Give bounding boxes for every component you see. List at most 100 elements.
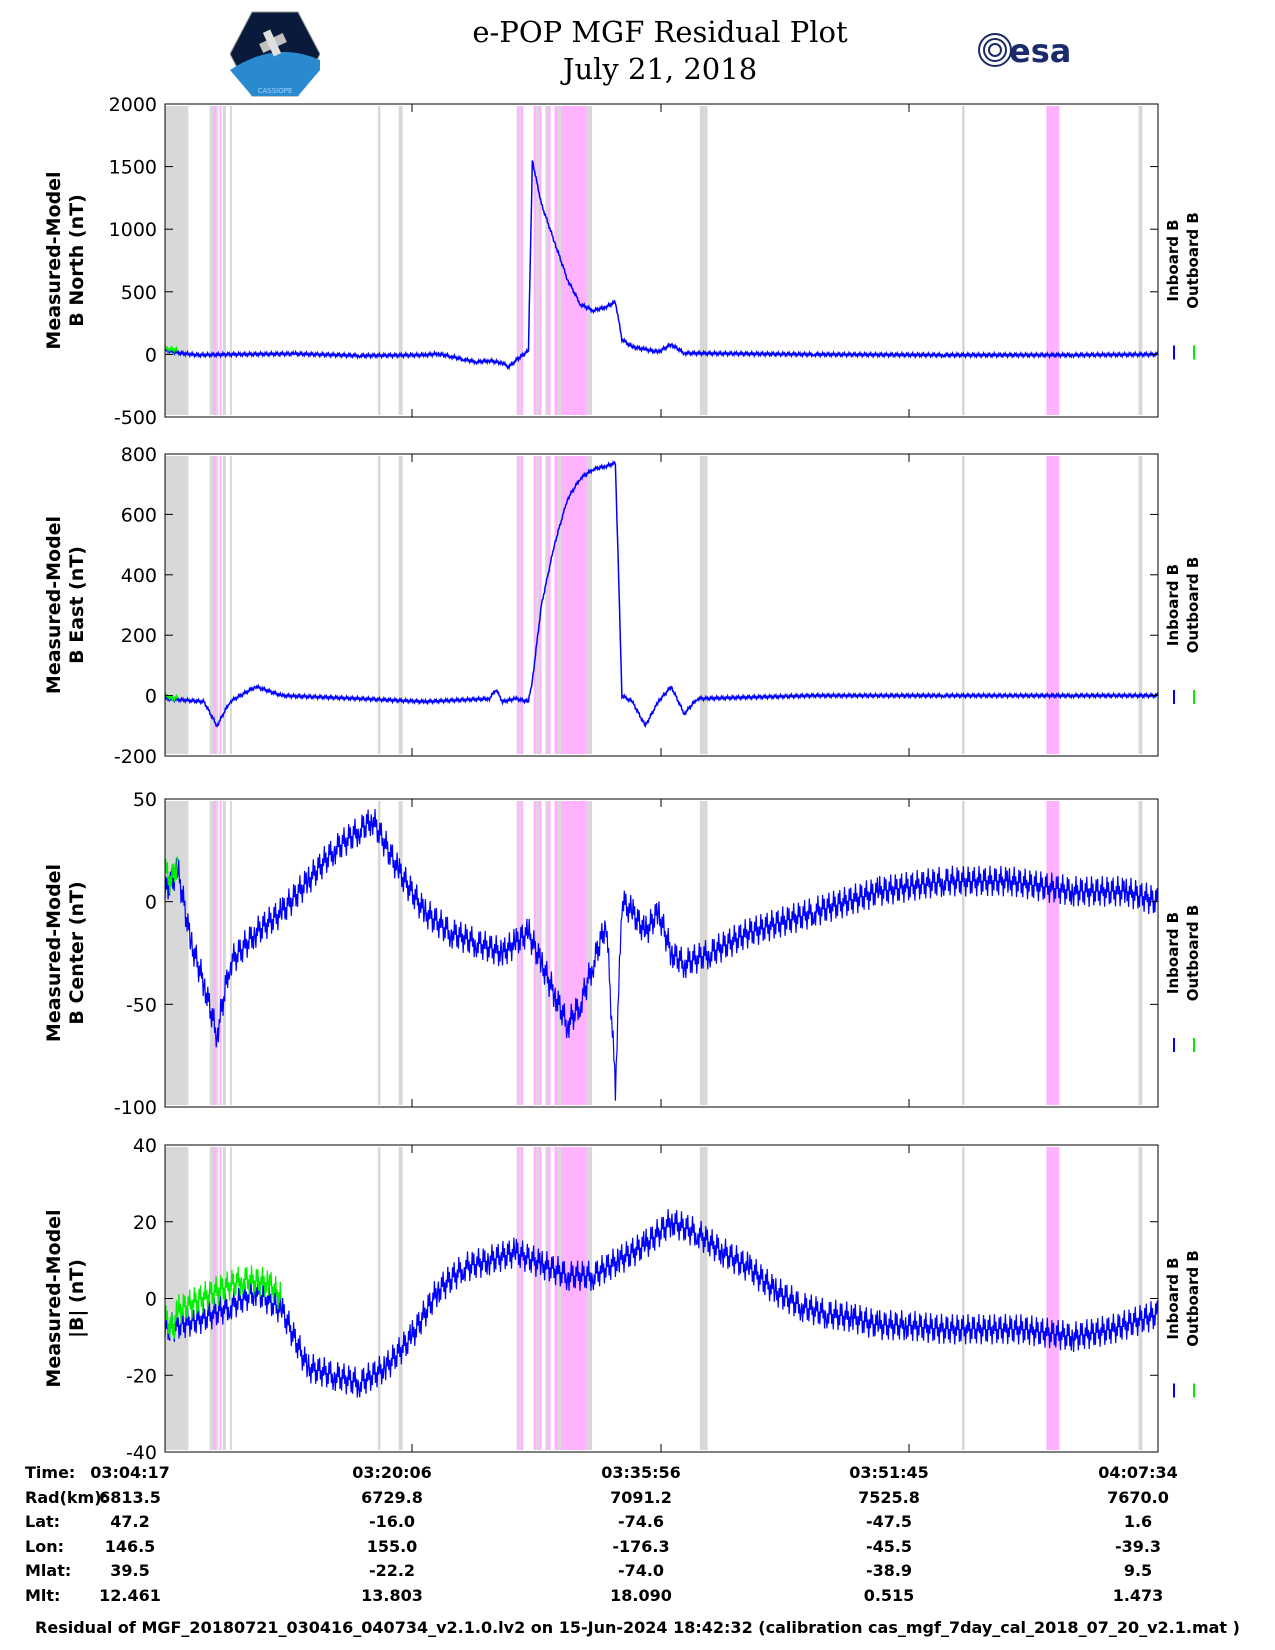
y-tick-label: -50 <box>126 994 157 1016</box>
gray-band <box>961 106 965 415</box>
info-row: Rad(km): 6813.5 6729.8 7091.2 7525.8 7670.0 <box>20 1488 1200 1513</box>
info-row-label: Lon: <box>25 1536 64 1556</box>
magenta-band <box>1046 1147 1060 1450</box>
gray-band <box>557 456 561 754</box>
info-cell: 0.515 <box>863 1585 915 1605</box>
info-row-label: Rad(km): <box>25 1487 108 1507</box>
magenta-band <box>213 456 217 754</box>
magenta-band <box>520 1147 524 1450</box>
info-cell: 6729.8 <box>361 1487 423 1507</box>
y-axis-label: Measured-Model|B| (nT) <box>43 1209 88 1387</box>
y-tick-label: -200 <box>114 746 157 768</box>
gray-band <box>377 106 381 415</box>
info-cell: 155.0 <box>366 1536 418 1556</box>
legend-outboard-label: Outboard B <box>1184 212 1202 309</box>
gray-band <box>229 456 232 754</box>
magenta-band <box>560 801 587 1105</box>
gray-band <box>209 106 214 415</box>
y-axis-label-line2: B North (nT) <box>66 194 88 327</box>
info-row: Mlat: 39.5 -22.2 -74.0 -38.9 9.5 <box>20 1561 1200 1586</box>
gray-band <box>518 456 521 754</box>
info-cell: -74.6 <box>617 1512 665 1531</box>
gray-band <box>699 106 708 415</box>
orbit-info-table: Time: 03:04:17 03:20:06 03:35:56 03:51:45 04:… <box>20 1463 1200 1610</box>
info-row: Mlt: 12.461 13.803 18.090 0.515 1.473 <box>20 1586 1200 1611</box>
y-tick-label: 500 <box>121 282 157 304</box>
info-row-label: Mlat: <box>25 1561 72 1580</box>
gray-band <box>398 801 403 1105</box>
y-axis-label: Measured-ModelB East (nT) <box>43 516 88 694</box>
magenta-band <box>516 1147 519 1450</box>
plot-frame <box>164 1144 1159 1453</box>
y-tick-label: -500 <box>114 407 157 429</box>
info-cell: 39.5 <box>110 1561 150 1580</box>
gray-band <box>961 1147 965 1450</box>
magenta-band <box>533 1147 537 1450</box>
info-cell: 47.2 <box>110 1512 150 1531</box>
series-inboard-line <box>164 459 1159 728</box>
info-cell: -39.3 <box>1114 1536 1162 1556</box>
y-axis-label: Measured-ModelB Center (nT) <box>43 864 88 1042</box>
magenta-band <box>213 801 217 1105</box>
gray-band <box>518 106 521 415</box>
info-cell: 13.803 <box>361 1585 423 1605</box>
cassiope-logo: CASSIOPE <box>229 10 321 102</box>
legend-outboard-label: Outboard B <box>1184 1250 1202 1347</box>
magenta-band <box>1046 801 1060 1105</box>
magenta-band <box>516 456 519 754</box>
y-tick-label: -20 <box>126 1365 157 1387</box>
y-tick-label: 0 <box>145 1289 157 1311</box>
magenta-band <box>547 801 551 1105</box>
gray-band <box>545 456 548 754</box>
info-cell: -176.3 <box>612 1536 670 1556</box>
y-tick-label: 0 <box>145 686 157 708</box>
magenta-band <box>516 106 519 415</box>
info-row-label: Mlt: <box>25 1585 61 1605</box>
magenta-band <box>554 1147 558 1450</box>
series-outboard-line <box>164 1265 283 1339</box>
info-cell: 12.461 <box>99 1585 161 1605</box>
series-inboard-line <box>164 808 1159 1101</box>
gray-band <box>1138 801 1143 1105</box>
info-cell: 03:51:45 <box>849 1463 929 1482</box>
gray-band <box>536 1147 539 1450</box>
gray-band <box>545 106 548 415</box>
panel-b-east: -200 0 200 400 600 800 Measured-ModelB East (n… <box>43 444 1202 768</box>
gray-band <box>229 1147 232 1450</box>
y-axis-label: Measured-ModelB North (nT) <box>43 171 88 349</box>
info-cell: -38.9 <box>865 1561 913 1580</box>
legend-inboard-label: Inboard B <box>1164 912 1182 994</box>
series-outboard-line <box>164 856 179 894</box>
gray-band <box>699 1147 708 1450</box>
y-axis-label-line2: B Center (nT) <box>66 881 88 1024</box>
gray-band <box>398 106 403 415</box>
magenta-band <box>538 456 542 754</box>
info-cell: 03:20:06 <box>352 1463 432 1482</box>
y-tick-label: 200 <box>121 625 157 647</box>
legend-outboard-label: Outboard B <box>1184 557 1202 654</box>
info-cell: 03:04:17 <box>90 1463 170 1482</box>
y-tick-label: 2000 <box>109 94 157 116</box>
gray-band <box>699 456 708 754</box>
gray-band <box>557 801 561 1105</box>
y-axis-label-line1: Measured-Model <box>43 171 65 349</box>
plot-frame <box>164 453 1159 757</box>
gray-band <box>165 801 189 1105</box>
footer-caption: Residual of MGF_20180721_030416_040734_v… <box>35 1618 1240 1637</box>
info-row: Time: 03:04:17 03:20:06 03:35:56 03:51:45 04:… <box>20 1463 1200 1488</box>
gray-band <box>1138 1147 1143 1450</box>
gray-band <box>961 456 965 754</box>
gray-band <box>216 801 219 1105</box>
gray-band <box>961 801 965 1105</box>
svg-text:esa: esa <box>1009 32 1071 70</box>
y-tick-label: 400 <box>121 565 157 587</box>
y-tick-label: 50 <box>133 789 157 811</box>
info-row-label: Lat: <box>25 1512 61 1531</box>
info-cell: 18.090 <box>610 1585 672 1605</box>
chart-title: e-POP MGF Residual Plot <box>472 15 848 49</box>
magenta-band <box>560 1147 587 1450</box>
y-axis-label-line2: B East (nT) <box>66 546 88 664</box>
info-row: Lat: 47.2 -16.0 -74.6 -47.5 1.6 <box>20 1512 1200 1537</box>
gray-band <box>209 801 214 1105</box>
